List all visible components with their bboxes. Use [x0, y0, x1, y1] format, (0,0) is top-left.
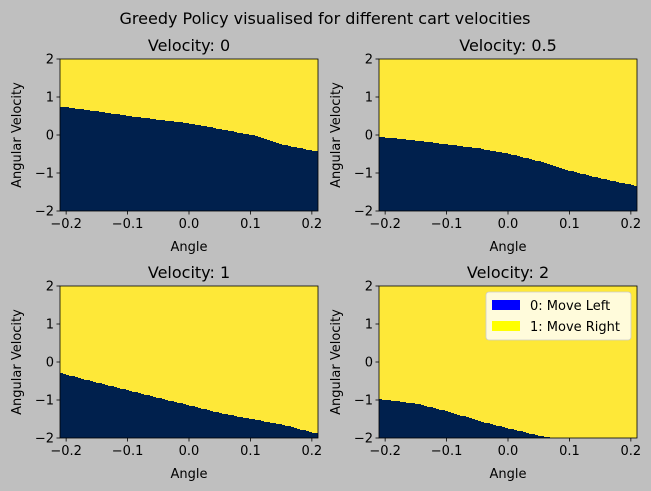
- x-tick-label: 0.2: [621, 444, 642, 459]
- legend: 0: Move Left 1: Move Right: [485, 291, 632, 341]
- y-tick-label: 1: [365, 91, 373, 106]
- y-tick-label: 2: [46, 53, 54, 68]
- y-tick-label: 0: [46, 129, 54, 144]
- legend-swatch: [492, 300, 520, 310]
- region-move-left: [379, 137, 637, 211]
- x-tick-label: −0.2: [369, 444, 401, 459]
- x-axis-label: Angle: [171, 467, 208, 482]
- y-tick-label: −1: [35, 394, 54, 409]
- x-axis-label: Angle: [490, 467, 527, 482]
- x-tick-label: −0.1: [112, 444, 144, 459]
- y-tick-label: −1: [354, 167, 373, 182]
- x-tick-label: 0.0: [179, 444, 200, 459]
- y-tick-label: −1: [354, 394, 373, 409]
- subplot-title: Velocity: 0: [148, 36, 230, 55]
- x-tick-label: 0.0: [498, 444, 519, 459]
- subplot-1: −0.2 −0.1 0.0 0.1 0.2 −2 −1 0 1 2 Velocity: 0 Angle…: [10, 36, 322, 255]
- x-tick-label: 0.1: [240, 217, 261, 232]
- x-tick-label: 0.2: [621, 217, 642, 232]
- x-tick-label: 0.0: [179, 217, 200, 232]
- x-axis-label: Angle: [490, 240, 527, 255]
- legend-box: [485, 291, 632, 341]
- y-tick-label: 2: [365, 53, 373, 68]
- subplot-2: −0.2 −0.1 0.0 0.1 0.2 −2 −1 0 1 2 Velocity: 0.5 Ang…: [329, 36, 641, 255]
- y-tick-label: −2: [35, 205, 54, 220]
- subplot-title: Velocity: 1: [148, 263, 230, 282]
- subplot-title: Velocity: 0.5: [459, 36, 557, 55]
- y-tick-label: 2: [46, 280, 54, 295]
- y-tick-label: −2: [354, 205, 373, 220]
- y-tick-label: −2: [35, 432, 54, 447]
- region-move-left: [379, 399, 637, 438]
- y-tick-label: 1: [365, 318, 373, 333]
- legend-label: 1: Move Right: [530, 320, 620, 335]
- x-tick-label: −0.1: [431, 444, 463, 459]
- y-tick-label: 0: [365, 356, 373, 371]
- y-tick-label: 1: [46, 318, 54, 333]
- x-tick-label: −0.2: [50, 444, 82, 459]
- y-tick-label: 0: [46, 356, 54, 371]
- x-tick-label: 0.2: [302, 217, 323, 232]
- x-tick-label: 0.2: [302, 444, 323, 459]
- x-tick-label: −0.1: [431, 217, 463, 232]
- subplot-3: −0.2 −0.1 0.0 0.1 0.2 −2 −1 0 1 2 Velocity: 1 Angle…: [10, 263, 322, 482]
- y-tick-label: 0: [365, 129, 373, 144]
- y-axis-label: Angular Velocity: [329, 309, 344, 415]
- y-axis-label: Angular Velocity: [10, 309, 25, 415]
- y-axis-label: Angular Velocity: [329, 82, 344, 188]
- legend-swatch: [492, 321, 520, 331]
- x-tick-label: 0.1: [559, 217, 580, 232]
- y-axis-label: Angular Velocity: [10, 82, 25, 188]
- y-tick-label: 1: [46, 91, 54, 106]
- x-tick-label: −0.2: [369, 217, 401, 232]
- y-tick-label: −1: [35, 167, 54, 182]
- region-move-left: [60, 373, 318, 438]
- x-tick-label: −0.1: [112, 217, 144, 232]
- figure-suptitle: Greedy Policy visualised for different c…: [120, 9, 531, 28]
- subplot-title: Velocity: 2: [467, 263, 549, 282]
- x-tick-label: 0.1: [240, 444, 261, 459]
- y-tick-label: 2: [365, 280, 373, 295]
- x-tick-label: 0.0: [498, 217, 519, 232]
- x-tick-label: 0.1: [559, 444, 580, 459]
- y-tick-label: −2: [354, 432, 373, 447]
- x-tick-label: −0.2: [50, 217, 82, 232]
- region-move-left: [60, 107, 318, 211]
- legend-label: 0: Move Left: [530, 299, 610, 314]
- x-axis-label: Angle: [171, 240, 208, 255]
